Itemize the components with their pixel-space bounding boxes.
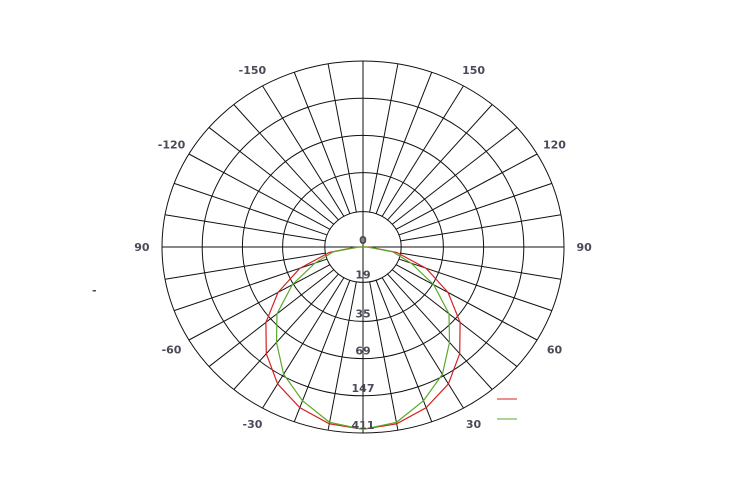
- grid-spoke: [164, 214, 326, 242]
- grid-spoke: [188, 264, 331, 341]
- grid-spoke: [400, 252, 562, 280]
- angle-label: -30: [243, 418, 263, 431]
- grid-spoke: [262, 277, 345, 409]
- axis-labels: 30 60 90 120 150 -150 -120 90 -60 -30 0 19 35 69 147 41…: [134, 64, 592, 432]
- angle-label: 90: [134, 241, 150, 254]
- angle-label: -60: [162, 343, 182, 356]
- radial-label: 19: [355, 268, 370, 281]
- grid-spoke: [233, 273, 339, 390]
- grid-spoke: [208, 269, 335, 367]
- grid-spoke: [173, 258, 328, 312]
- grid-spoke: [391, 127, 518, 225]
- angle-label: 90: [576, 241, 592, 254]
- grid-spoke: [387, 273, 493, 390]
- grid-spoke: [381, 277, 464, 409]
- radial-label: 147: [352, 382, 375, 395]
- grid-spoke: [391, 269, 518, 367]
- side-text: -: [92, 284, 97, 297]
- grid-spoke: [398, 258, 553, 312]
- grid-spoke: [375, 280, 433, 422]
- grid-spoke: [164, 252, 326, 280]
- series-curve: [275, 246, 451, 430]
- angle-label: 30: [466, 418, 482, 431]
- angle-label: -120: [158, 139, 186, 152]
- grid-spoke: [369, 63, 399, 213]
- grid-spoke: [381, 85, 464, 217]
- grid-spoke: [293, 72, 351, 214]
- grid-spoke: [262, 85, 345, 217]
- grid-spoke: [173, 182, 328, 236]
- grid-spoke: [400, 214, 562, 242]
- grid-spoke: [327, 63, 357, 213]
- grid-spoke: [188, 153, 331, 230]
- grid-spoke: [233, 104, 339, 221]
- radial-label: 35: [355, 307, 370, 320]
- radial-label: 411: [352, 419, 375, 432]
- radial-label: 69: [355, 345, 370, 358]
- grid-spoke: [395, 153, 538, 230]
- radial-label: 0: [359, 234, 367, 247]
- angle-label: 150: [462, 64, 485, 77]
- grid-spoke: [369, 281, 399, 431]
- angle-label: -150: [239, 64, 267, 77]
- grid-spoke: [327, 281, 357, 431]
- angle-label: 120: [543, 139, 566, 152]
- grid-spoke: [395, 264, 538, 341]
- legend: [497, 398, 517, 420]
- intensity-curves: [265, 246, 461, 430]
- grid-spoke: [293, 280, 351, 422]
- grid-spoke: [387, 104, 493, 221]
- angle-label: 60: [547, 343, 563, 356]
- grid-spoke: [375, 72, 433, 214]
- grid-spoke: [398, 182, 553, 236]
- grid-spoke: [208, 127, 335, 225]
